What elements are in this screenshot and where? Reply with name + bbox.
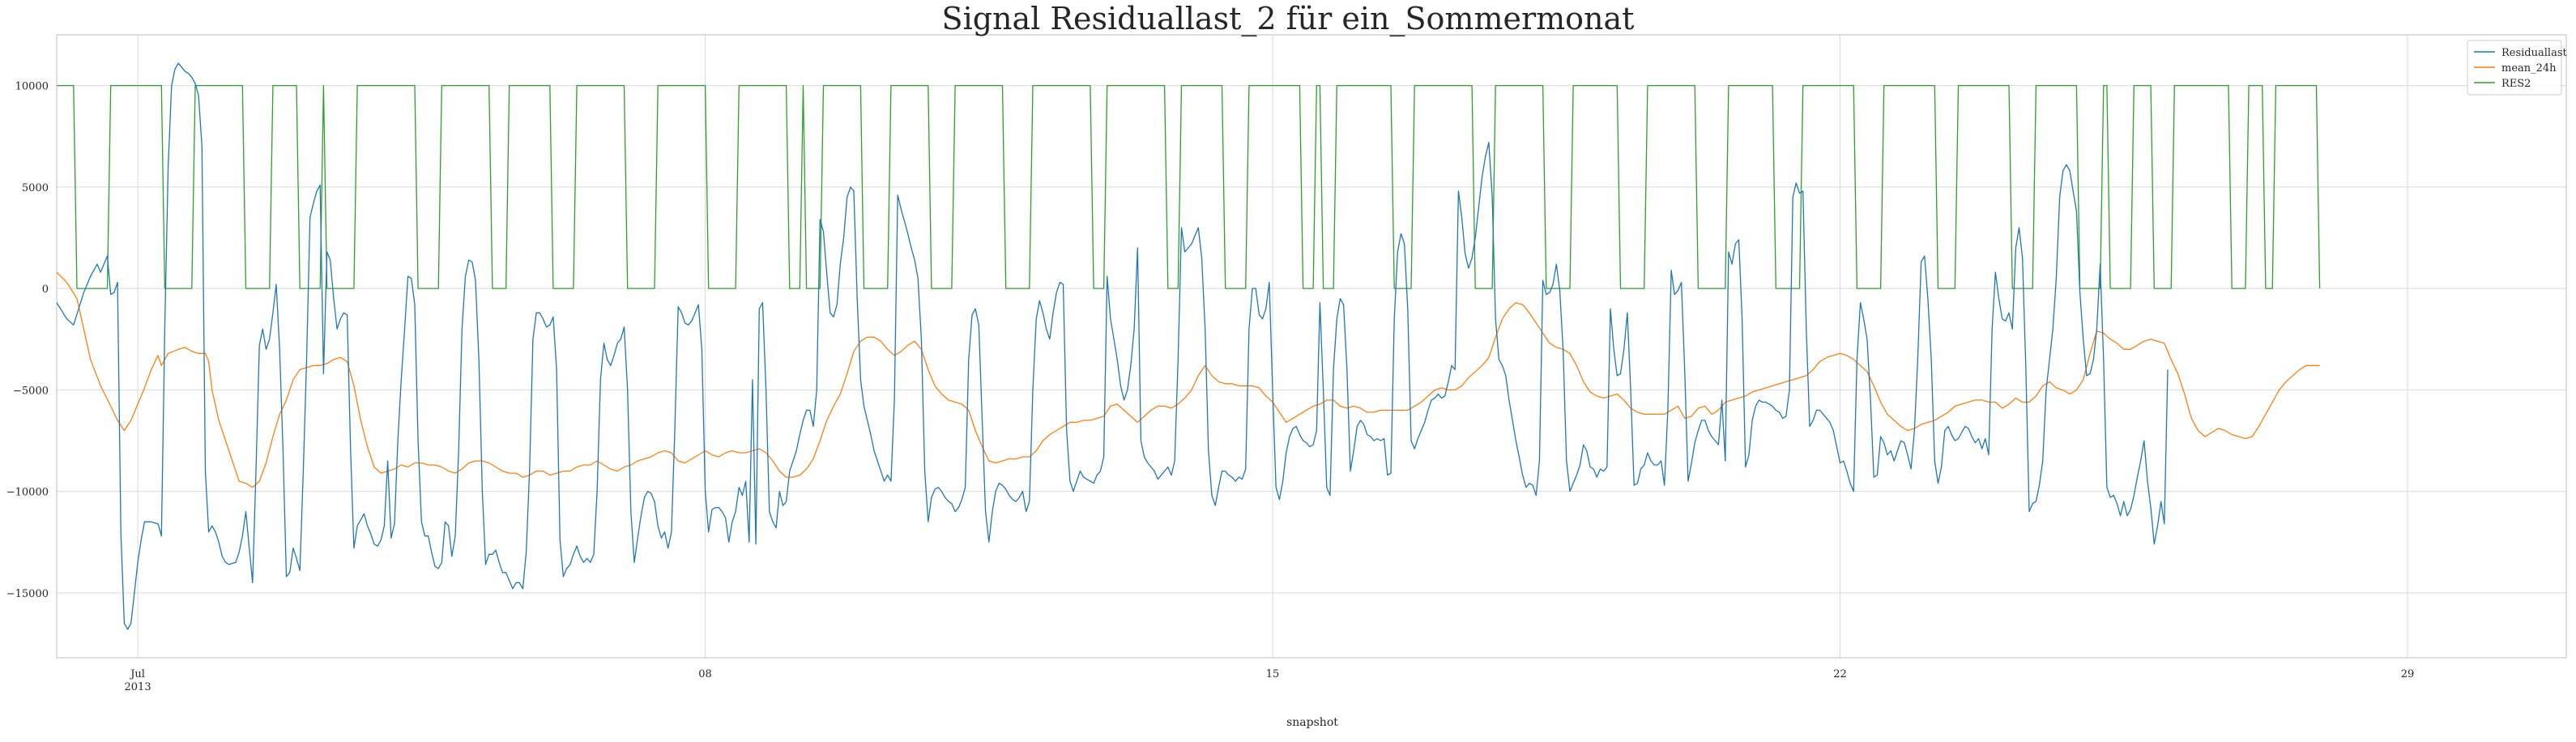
- series-line-mean-24h: [56, 271, 2320, 488]
- chart-title: Signal Residuallast_2 für ein_Sommermona…: [942, 1, 1635, 37]
- y-tick-label: 10000: [15, 81, 49, 93]
- x-tick-label: 15: [1266, 668, 1280, 680]
- legend-box: [2467, 40, 2562, 96]
- x-tick-label: 29: [2401, 668, 2415, 680]
- legend: Residuallast mean_24h RES2: [2467, 40, 2567, 96]
- x-axis-label: snapshot: [1286, 716, 1338, 729]
- series-layer: [56, 62, 2321, 630]
- x-tick-label: 22: [1833, 668, 1847, 680]
- legend-label: RES2: [2501, 78, 2531, 90]
- plot-frame: [56, 34, 2567, 659]
- series-line-residuallast: [56, 62, 2169, 630]
- y-tick-label: −10000: [6, 487, 49, 499]
- y-tick-label: 0: [42, 284, 49, 296]
- series-line-res2: [57, 84, 2321, 289]
- y-tick-label: −5000: [13, 385, 49, 397]
- y-axis-ticks: −15000 −10000 −5000 0 5000 10000: [6, 81, 49, 600]
- legend-label: Residuallast: [2501, 47, 2567, 59]
- legend-label: mean_24h: [2501, 62, 2557, 75]
- y-tick-label: −15000: [6, 588, 49, 600]
- x-tick-label: 08: [698, 668, 712, 680]
- x-tick-sublabel: 2013: [125, 681, 151, 693]
- x-tick-label: Jul: [129, 668, 145, 680]
- y-tick-label: 5000: [22, 182, 49, 194]
